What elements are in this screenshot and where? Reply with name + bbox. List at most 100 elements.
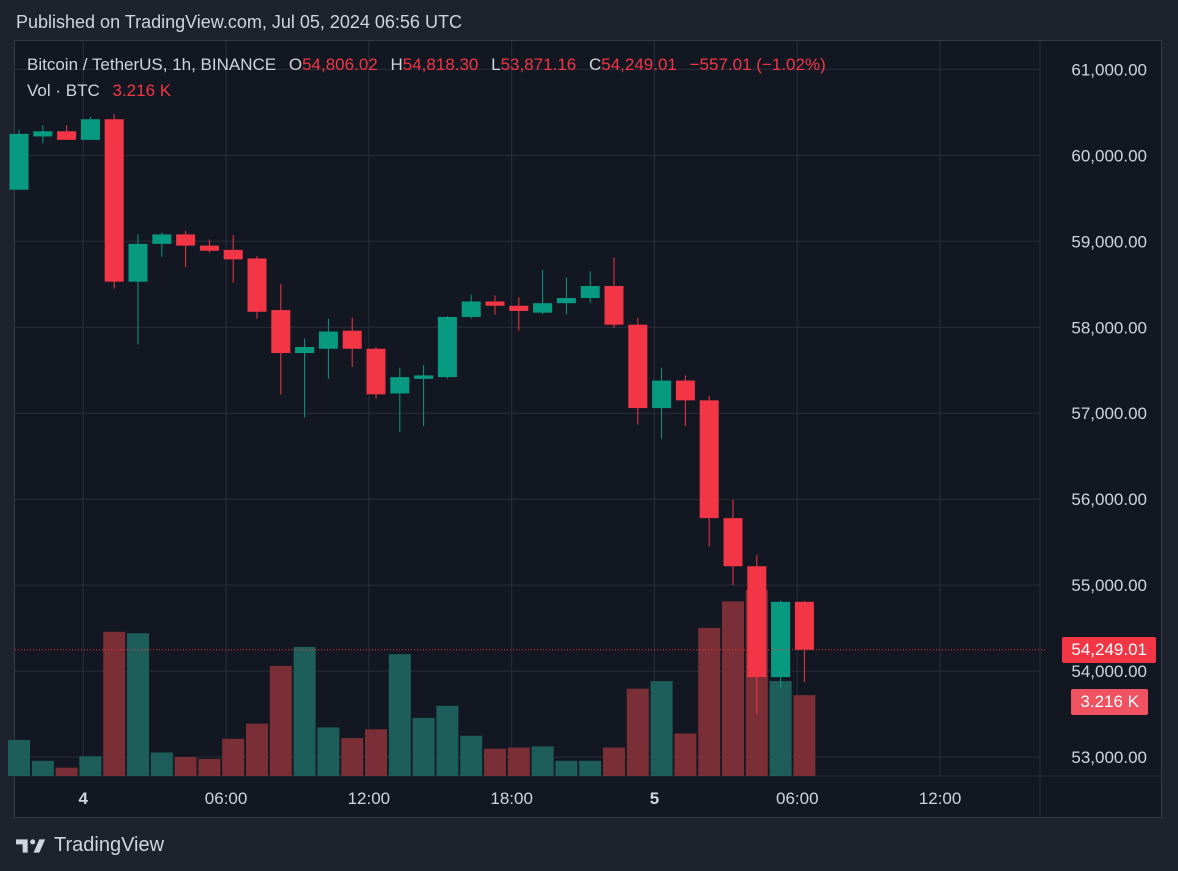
candle-body	[485, 301, 505, 306]
time-tick-label: 5	[650, 789, 659, 808]
candle-body	[318, 331, 338, 349]
candle-body	[223, 249, 243, 260]
ohlc-legend: Bitcoin / TetherUS, 1h, BINANCE O54,806.…	[27, 55, 826, 75]
published-caption: Published on TradingView.com, Jul 05, 20…	[16, 12, 462, 32]
candle-body	[509, 305, 529, 311]
candle-body	[437, 316, 457, 378]
volume-bar	[769, 681, 792, 776]
volume-bar	[436, 705, 459, 776]
volume-bar	[127, 633, 149, 776]
candle-body	[271, 310, 291, 354]
volume-bar	[412, 717, 435, 776]
volume-bar	[388, 654, 411, 776]
high-value: 54,818.30	[402, 55, 479, 74]
high-label: H	[390, 55, 403, 74]
low-value: 53,871.16	[500, 55, 577, 74]
brand-name: TradingView	[54, 834, 165, 856]
volume-label[interactable]: Vol · BTC	[27, 81, 100, 100]
candle-body	[9, 133, 29, 190]
candle-body	[723, 518, 743, 567]
symbol-label[interactable]: Bitcoin / TetherUS, 1h, BINANCE	[27, 55, 277, 74]
price-axis[interactable]: 61,000.00 60,000.00 59,000.00 58,000.00 57,0…	[1071, 60, 1147, 767]
volume-bar	[793, 695, 816, 776]
footer-brand[interactable]: TradingView	[16, 834, 164, 857]
candle-body	[33, 131, 53, 137]
volume-bar	[8, 739, 30, 776]
time-axis[interactable]: 4 06:00 12:00 18:00 5 06:00 12:00	[79, 789, 962, 808]
candle-body	[652, 380, 672, 409]
volume-value: 3.216 K	[112, 81, 172, 100]
candle-body	[152, 234, 172, 244]
chart-pane[interactable]	[14, 40, 1162, 818]
candle-body	[533, 303, 553, 313]
candle-body	[176, 234, 196, 246]
volume-bar	[269, 665, 292, 776]
volume-bar	[650, 681, 673, 776]
volume-bar	[222, 738, 245, 776]
volume-bar	[198, 758, 221, 776]
price-tick-label: 59,000.00	[1071, 232, 1147, 251]
close-label: C	[588, 55, 602, 74]
price-tick-label: 56,000.00	[1071, 490, 1147, 509]
candle-body	[390, 377, 410, 394]
time-tick-label: 12:00	[919, 789, 962, 808]
open-value: 54,806.02	[302, 55, 378, 74]
candle-body	[604, 286, 624, 325]
candle-body	[794, 601, 814, 650]
volume-bar	[579, 760, 602, 776]
volume-bar	[722, 601, 744, 776]
last-price-tag: 54,249.01	[1062, 637, 1156, 663]
low-label: L	[491, 55, 501, 74]
candle-body	[199, 245, 219, 251]
volume-bar	[31, 760, 54, 776]
candle-body	[771, 601, 791, 678]
price-tick-label: 58,000.00	[1071, 318, 1147, 337]
close-value: 54,249.01	[601, 55, 677, 74]
volume-bar	[460, 735, 483, 776]
volume-bar	[507, 747, 530, 776]
volume-legend: Vol · BTC 3.216 K	[27, 81, 171, 101]
candle-body	[366, 348, 386, 395]
time-tick-label: 06:00	[205, 789, 248, 808]
candles	[9, 114, 814, 715]
volume-bar	[698, 627, 721, 776]
candle-body	[414, 375, 434, 379]
price-tick-label: 55,000.00	[1071, 576, 1147, 595]
candle-body	[80, 119, 100, 140]
candle-body	[128, 243, 148, 282]
price-tick-label: 53,000.00	[1071, 748, 1147, 767]
volume-bar	[317, 727, 340, 776]
time-tick-label: 12:00	[348, 789, 391, 808]
candle-body	[580, 286, 600, 299]
time-tick-label: 06:00	[776, 789, 819, 808]
volume-bar	[531, 746, 554, 776]
volume-bar	[174, 757, 197, 776]
volume-bar	[293, 646, 316, 776]
price-tick-label: 61,000.00	[1071, 60, 1147, 79]
volume-bar	[674, 733, 697, 776]
grid-lines	[15, 41, 1161, 817]
candle-body	[247, 258, 267, 312]
change-value: −557.01 (−1.02%)	[689, 55, 826, 74]
open-label: O	[288, 55, 303, 74]
volume-bar	[341, 738, 364, 776]
volume-bar	[365, 729, 387, 776]
candle-body	[699, 400, 719, 519]
volume-bar	[626, 688, 649, 776]
candle-body	[342, 330, 362, 349]
candle-body	[104, 119, 124, 282]
volume-bars	[8, 590, 816, 776]
price-tick-label: 57,000.00	[1071, 404, 1147, 423]
volume-bar	[103, 631, 126, 776]
candle-body	[628, 324, 648, 409]
tradingview-logo-icon	[16, 838, 46, 853]
time-tick-label: 18:00	[490, 789, 533, 808]
volume-bar	[484, 748, 506, 776]
candle-body	[675, 380, 695, 401]
candle-body	[556, 298, 576, 304]
price-tick-label: 54,000.00	[1071, 662, 1147, 681]
candle-body	[57, 131, 77, 140]
volume-bar	[150, 752, 173, 776]
candle-body	[295, 347, 315, 354]
